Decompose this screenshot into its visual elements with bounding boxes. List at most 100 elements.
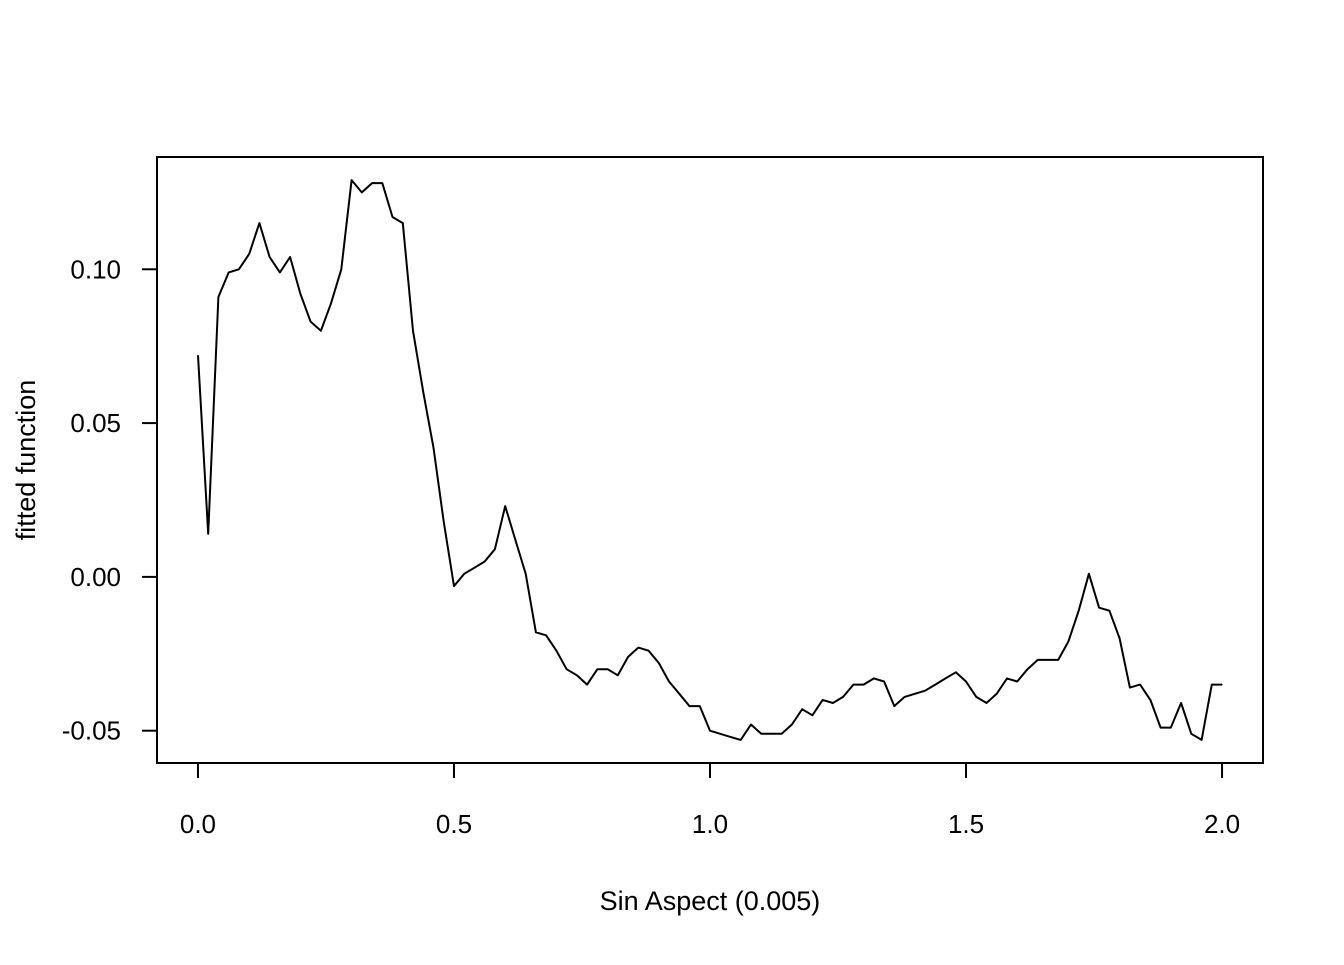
x-tick-label: 1.5 (948, 809, 984, 839)
data-point (299, 293, 301, 295)
data-point (422, 391, 424, 393)
data-point (197, 354, 199, 357)
data-point (791, 723, 793, 726)
data-point (678, 693, 680, 695)
data-point (504, 505, 506, 507)
data-point (207, 533, 209, 535)
data-point (883, 680, 885, 683)
data-point (1078, 610, 1080, 612)
data-point (1170, 727, 1172, 729)
data-point (1037, 659, 1039, 661)
data-point (269, 256, 271, 258)
data-point (453, 585, 455, 587)
data-point (1159, 727, 1162, 729)
data-point (473, 567, 476, 569)
data-point (545, 634, 547, 636)
x-tick-label: 1.0 (692, 809, 728, 839)
x-tick-label: 0.5 (436, 809, 472, 839)
data-point (1108, 610, 1110, 612)
data-point (924, 690, 926, 692)
data-point (975, 696, 977, 698)
data-point (863, 683, 865, 686)
plot-frame (156, 156, 1264, 764)
series-line (197, 179, 1222, 741)
data-point (852, 683, 854, 686)
data-point (914, 693, 916, 695)
data-point (1006, 677, 1008, 680)
data-point (1190, 733, 1192, 735)
data-point (576, 674, 578, 676)
data-point (955, 671, 957, 673)
data-point (934, 683, 936, 686)
data-point (668, 680, 670, 683)
data-point (279, 271, 281, 273)
data-point (1098, 607, 1100, 609)
data-point (1016, 680, 1018, 683)
data-point (484, 560, 486, 563)
data-point (350, 179, 353, 181)
data-point (1180, 702, 1182, 704)
data-point (248, 253, 250, 255)
data-point (903, 696, 906, 698)
data-point (996, 693, 998, 695)
data-point (586, 683, 588, 686)
data-point (1088, 573, 1090, 575)
data-point (535, 631, 537, 633)
y-tick-label: 0.00 (70, 562, 121, 592)
data-point (1129, 687, 1131, 689)
data-point (822, 699, 824, 701)
data-point (658, 662, 660, 664)
data-point (217, 296, 220, 298)
data-point (1026, 668, 1029, 670)
data-point (627, 656, 629, 658)
data-point (463, 573, 465, 575)
data-point (1139, 683, 1141, 686)
data-point (320, 330, 322, 332)
data-point (371, 182, 373, 184)
data-point (289, 256, 291, 258)
data-point (555, 650, 557, 652)
data-point (412, 330, 414, 332)
y-axis-title: fitted function (11, 380, 41, 541)
data-point (699, 705, 701, 707)
data-point (719, 733, 721, 735)
data-point (781, 733, 783, 735)
data-point (432, 447, 435, 449)
data-point (893, 705, 895, 707)
data-point (228, 271, 230, 273)
y-tick-label: 0.05 (70, 408, 121, 438)
data-point (1149, 699, 1151, 701)
data-point (1067, 640, 1070, 643)
data-point (832, 702, 834, 704)
data-point (811, 714, 814, 716)
data-point (647, 650, 650, 652)
data-point (606, 668, 609, 670)
data-point (443, 520, 445, 523)
data-point (310, 320, 312, 323)
data-point (965, 680, 967, 683)
data-point (494, 548, 496, 550)
data-point (750, 723, 752, 726)
data-point (238, 268, 240, 270)
data-point (770, 733, 773, 735)
data-point (1119, 637, 1121, 640)
data-point (361, 191, 363, 193)
series-layer (197, 179, 1223, 741)
y-tick-label: -0.05 (62, 716, 121, 746)
data-point (1221, 683, 1223, 686)
data-point (637, 647, 639, 649)
data-point (760, 733, 762, 735)
data-point (740, 739, 742, 741)
data-point (873, 677, 875, 680)
data-point (709, 730, 711, 732)
data-point (944, 677, 947, 680)
data-point (1200, 739, 1203, 741)
data-point (402, 222, 404, 224)
data-point (1047, 659, 1049, 661)
data-point (985, 702, 988, 704)
data-point (842, 696, 844, 698)
data-point (381, 182, 383, 184)
x-tick-label: 0.0 (180, 809, 216, 839)
